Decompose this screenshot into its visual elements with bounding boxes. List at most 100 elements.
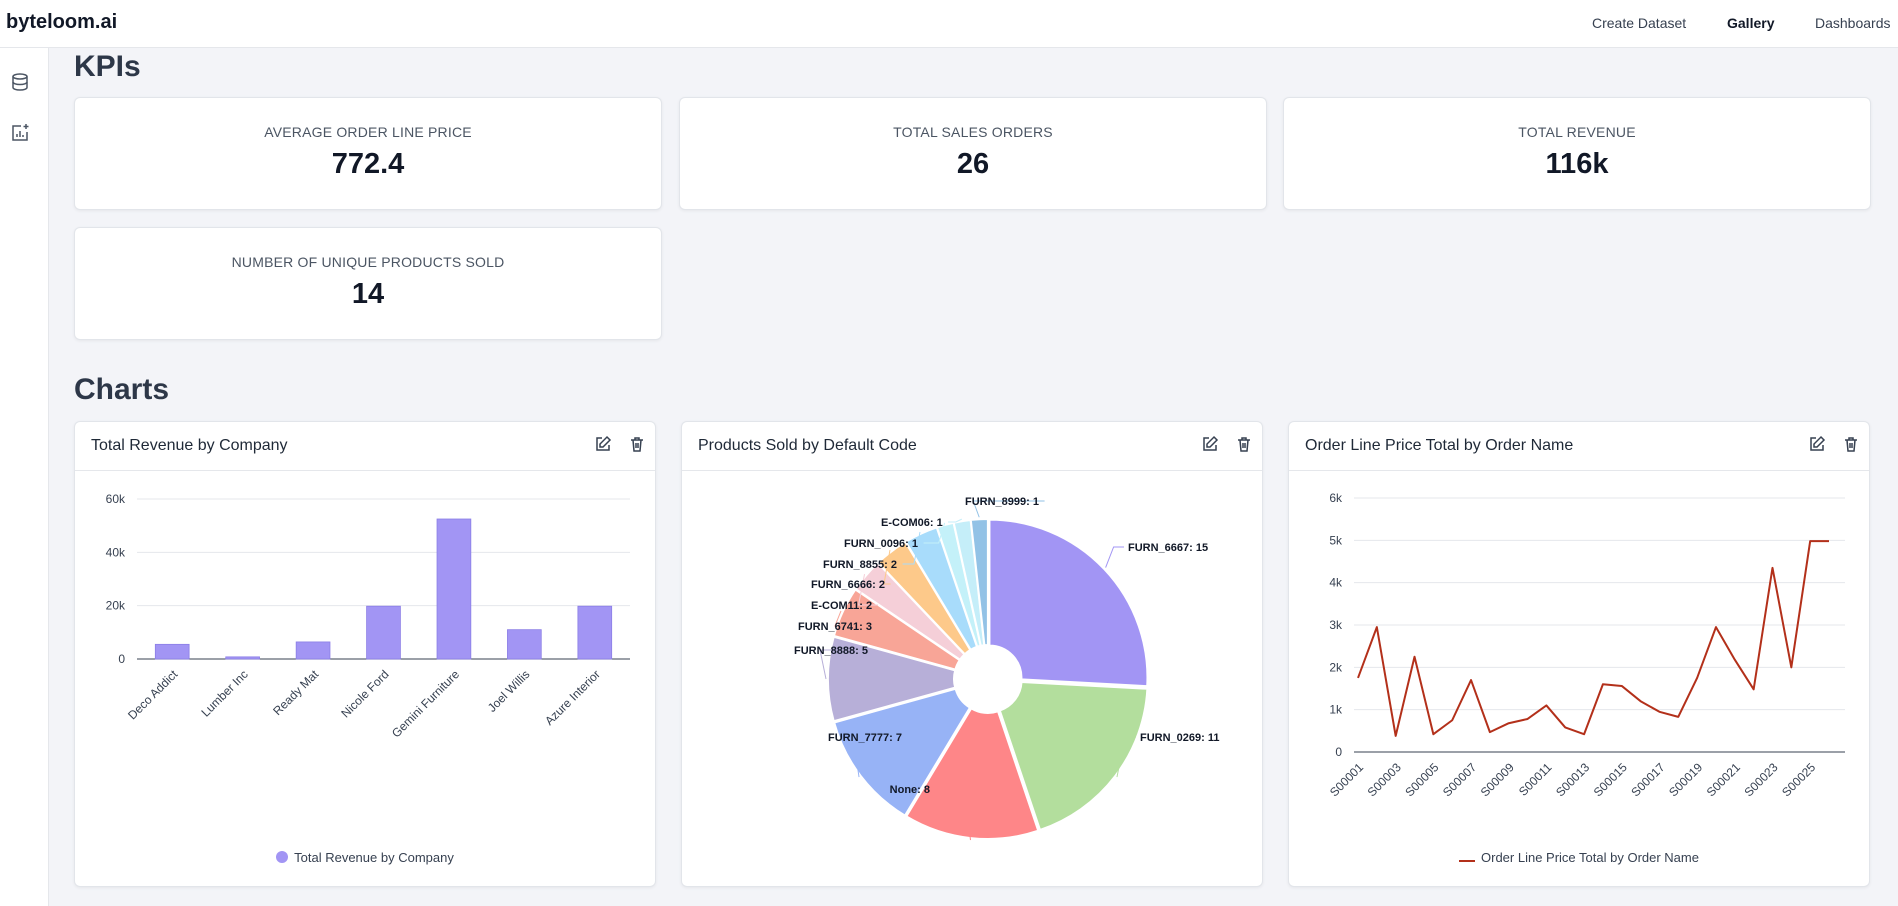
chart-header: Total Revenue by Company [75,422,655,471]
x-tick-label: S00017 [1628,760,1667,799]
bar [366,605,401,660]
sidebar [0,48,49,906]
edit-icon[interactable] [1199,433,1221,455]
x-tick-label: Ready Mat [270,667,321,718]
kpi-label: TOTAL SALES ORDERS [893,124,1053,140]
pie-label: FURN_0096: 1 [844,538,918,550]
pie-label: FURN_6667: 15 [1128,542,1208,554]
pie-label: FURN_0269: 11 [1140,732,1220,744]
pie-label: E-COM06: 1 [881,517,943,529]
pie-leader-line [852,736,908,778]
pie-leader-line [902,531,921,565]
y-tick-label: 40k [106,545,126,559]
chart-title: Total Revenue by Company [91,437,288,454]
y-tick-label: 6k [1329,491,1343,505]
kpi-label: NUMBER OF UNIQUE PRODUCTS SOLD [231,254,505,270]
pie-slice [988,518,1149,688]
kpi-card-average-order-line-price: AVERAGE ORDER LINE PRICE 772.4 [74,97,662,210]
trash-icon[interactable] [626,433,648,455]
trash-icon[interactable] [1840,433,1862,455]
chart-card-order-line-price: Order Line Price Total by Order Name 0 1k… [1288,421,1870,887]
kpi-value: 772.4 [331,148,405,180]
pie-leader-line [1116,736,1136,778]
kpi-value: 116k [1545,148,1609,180]
brand-logo[interactable]: byteloom.ai [6,11,118,33]
x-tick-label: S00021 [1704,760,1743,799]
kpi-value: 26 [956,148,990,180]
x-tick-label: S00023 [1741,760,1780,799]
y-tick-label: 4k [1329,576,1343,590]
nav-create-dataset[interactable]: Create Dataset [1592,15,1687,31]
y-tick-label: 60k [106,492,126,506]
y-tick-label: 1k [1329,703,1343,717]
legend-dot-icon [276,851,289,866]
series-line [1357,540,1829,737]
pie-slice [998,680,1149,831]
pie-label: FURN_7777: 7 [828,732,902,744]
x-tick-label: Gemini Furniture [389,667,462,740]
x-tick-label: Deco Addict [125,667,181,723]
x-tick-label: S00003 [1365,760,1404,799]
bar [225,656,260,660]
y-tick-label: 5k [1329,533,1343,547]
legend-label: Order Line Price Total by Order Name [1481,850,1699,865]
edit-icon[interactable] [592,433,614,455]
database-icon[interactable] [9,71,31,93]
edit-icon[interactable] [1806,433,1828,455]
legend-label: Total Revenue by Company [294,850,454,865]
kpi-card-total-revenue: TOTAL REVENUE 116k [1283,97,1871,210]
kpis-section-title: KPIs [74,50,141,83]
pie-leader-line [857,574,878,606]
pie-leader-line [834,610,878,627]
chart-title: Products Sold by Default Code [698,437,917,454]
kpi-card-unique-products-sold: NUMBER OF UNIQUE PRODUCTS SOLD 14 [74,227,662,340]
nav-dashboards[interactable]: Dashboards [1815,15,1891,31]
pie-leader-line [1105,546,1124,568]
x-tick-label: Nicole Ford [338,667,391,720]
x-tick-label: S00013 [1553,760,1592,799]
kpi-card-total-sales-orders: TOTAL SALES ORDERS 26 [679,97,1267,210]
legend-line-icon [1459,851,1476,866]
top-bar: byteloom.ai Create Dataset Gallery Dashb… [0,0,1898,48]
x-tick-label: S00025 [1779,760,1818,799]
pie-label: E-COM11: 2 [811,600,872,612]
pie-leader-line [934,788,971,841]
x-tick-label: S00011 [1516,760,1555,799]
x-tick-label: Azure Interior [542,667,603,728]
pie-label: FURN_8999: 1 [965,496,1039,508]
nav-gallery[interactable]: Gallery [1727,15,1775,31]
chart-legend[interactable]: Order Line Price Total by Order Name [1289,850,1869,866]
bar [436,518,472,660]
pie-slice [833,687,971,817]
chart-legend[interactable]: Total Revenue by Company [75,850,655,866]
pie-chart: FURN_6667: 15 FURN_0269: 11 None: 8 FURN_77… [794,496,1220,841]
pie-leader-line [819,649,874,680]
chart-title: Order Line Price Total by Order Name [1305,437,1574,454]
pie-label: None: 8 [890,784,930,796]
kpi-label: TOTAL REVENUE [1518,124,1636,140]
x-tick-label: Lumber Inc [198,667,250,719]
bar [507,629,542,660]
y-tick-label: 20k [106,599,126,613]
chart-header: Products Sold by Default Code [682,422,1262,471]
y-tick-label: 3k [1329,618,1343,632]
y-tick-label: 0 [1335,745,1342,759]
chart-add-icon[interactable] [9,122,31,144]
x-tick-label: S00007 [1440,760,1479,799]
pie-leader-line [948,518,963,523]
pie-label: FURN_6741: 3 [798,621,872,633]
pie-leader-line [972,500,1045,518]
bar [154,643,190,660]
chart-card-revenue-by-company: Total Revenue by Company 0 20k 40k 60k Deco … [74,421,656,887]
trash-icon[interactable] [1233,433,1255,455]
x-tick-label: S00019 [1666,760,1705,799]
kpi-label: AVERAGE ORDER LINE PRICE [264,124,472,140]
pie-label: FURN_8855: 2 [823,559,897,571]
pie-label: FURN_6666: 2 [811,579,885,591]
chart-header: Order Line Price Total by Order Name [1289,422,1869,471]
chart-card-products-sold: Products Sold by Default Code FURN_6667:… [681,421,1263,887]
line-chart: 01k2k3k4k5k6kS00001S00003S00005S00007S00… [1327,491,1845,799]
pie-leader-line [923,522,946,544]
x-tick-label: S00001 [1327,760,1366,799]
x-tick-label: Joel Willis [485,667,533,715]
